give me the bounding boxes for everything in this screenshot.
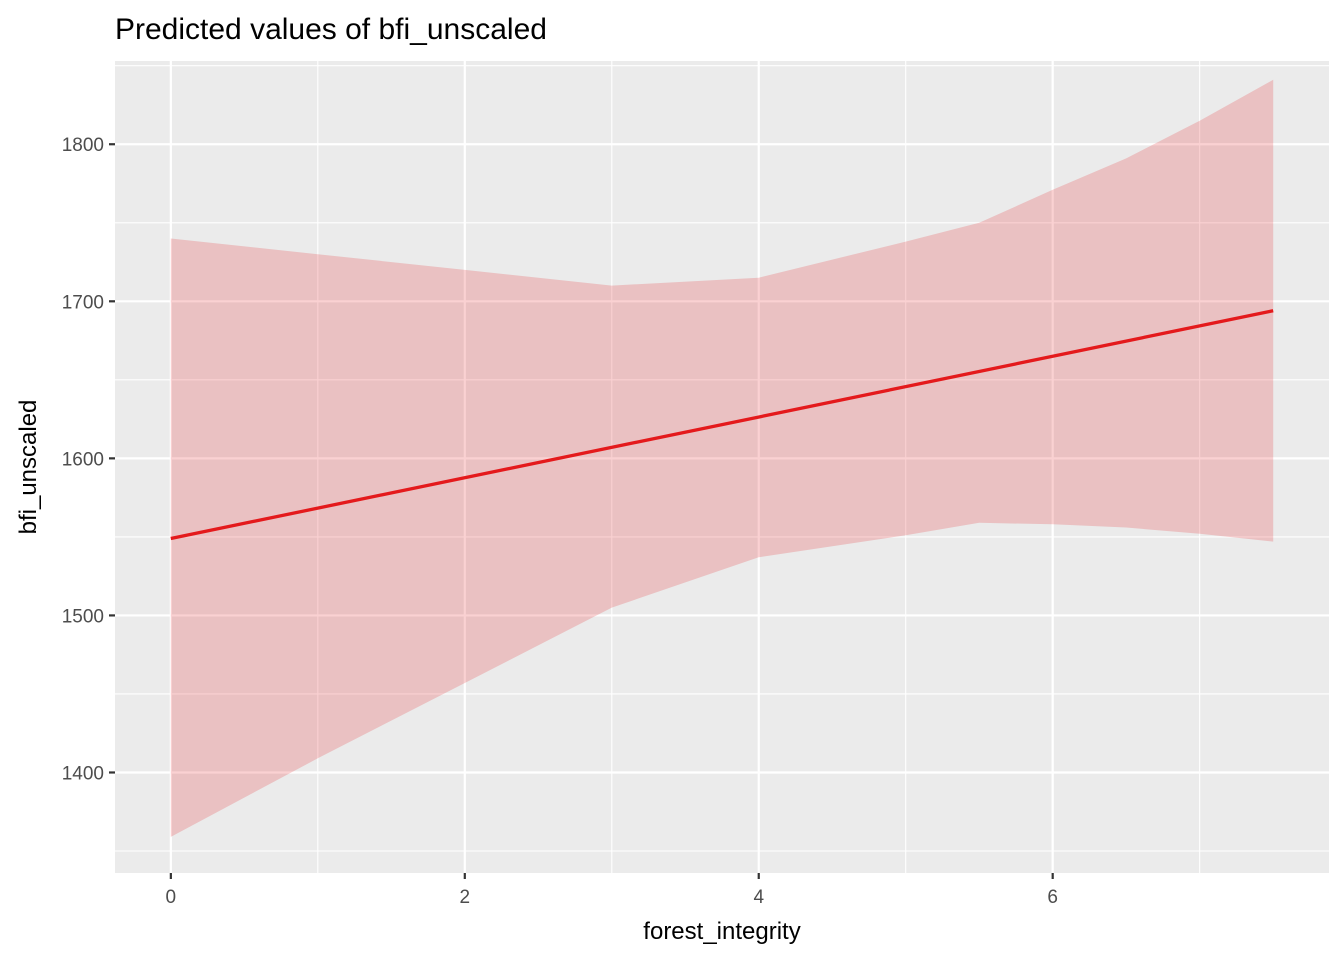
- y-tick-label: 1700: [62, 292, 104, 313]
- chart-title: Predicted values of bfi_unscaled: [115, 13, 547, 46]
- x-tick-label: 6: [1047, 887, 1058, 908]
- y-tick-label: 1800: [62, 135, 104, 156]
- prediction-line: [170, 309, 1274, 541]
- y-axis-label: bfi_unscaled: [15, 400, 42, 535]
- x-tick-label: 2: [460, 887, 471, 908]
- confidence-band: [170, 79, 1274, 837]
- x-axis-ticks: 0 2 4 6: [166, 873, 1058, 908]
- y-tick-label: 1600: [62, 449, 104, 470]
- x-tick-label: 0: [166, 887, 177, 908]
- minor-gridlines: [115, 61, 1329, 873]
- x-tick-label: 4: [753, 887, 764, 908]
- y-tick-label: 1400: [62, 763, 104, 784]
- y-axis-ticks: 1400 1500 1600 1700 1800: [62, 135, 115, 784]
- major-gridlines: [115, 61, 1329, 873]
- y-tick-label: 1500: [62, 606, 104, 627]
- series-layer: [170, 309, 1274, 541]
- x-axis-label: forest_integrity: [643, 918, 800, 945]
